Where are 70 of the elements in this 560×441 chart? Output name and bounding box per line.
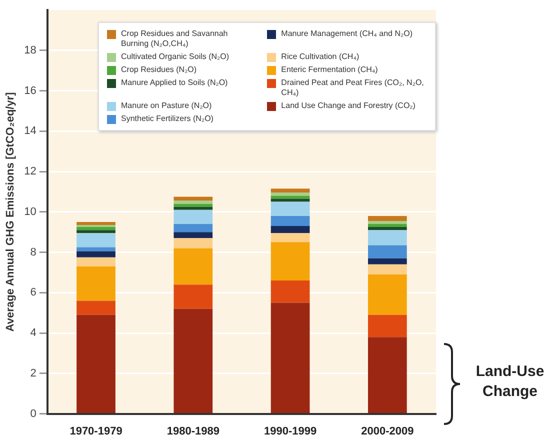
- bar: [270, 192, 310, 196]
- bar: [76, 230, 116, 234]
- bar: [76, 247, 116, 252]
- bar: [368, 216, 407, 221]
- bar: [270, 202, 310, 216]
- y-axis-title: Average Annual GHG Emissions [GtCO₂eq/yr]: [4, 92, 17, 332]
- x-tick-label: 1990-1999: [264, 425, 317, 438]
- legend-label: Land Use Change and Forestry (CO₂): [281, 101, 416, 111]
- bar: [270, 280, 310, 303]
- x-tick-label: 1970-1979: [70, 425, 122, 438]
- bar: [76, 227, 116, 230]
- bar: [270, 188, 310, 193]
- x-tick-label: 2000-2009: [361, 425, 414, 438]
- bar: [174, 210, 213, 224]
- y-tick-label: 6: [30, 286, 36, 299]
- bar: [368, 264, 407, 274]
- bar: [368, 245, 407, 258]
- legend-label: Crop Residues (N₂O): [121, 65, 197, 75]
- bar: [174, 238, 213, 248]
- bar: [174, 232, 213, 238]
- bar: [368, 314, 407, 338]
- legend-label: Rice Cultivation (CH₄): [281, 52, 360, 62]
- legend-label: Manure on Pasture (N₂O): [121, 101, 212, 111]
- bar: [368, 224, 407, 228]
- x-tick-label: 1980-1989: [166, 425, 220, 438]
- bar: [76, 266, 116, 301]
- bar: [270, 196, 310, 199]
- bar: [174, 200, 213, 204]
- bar: [270, 226, 310, 234]
- y-tick-label: 12: [24, 166, 36, 178]
- bar: [368, 337, 407, 414]
- bar: [368, 274, 407, 315]
- bar: [76, 300, 116, 315]
- legend-label: Drained Peat and Peat Fires (CO₂, N₂O, CH₄): [281, 78, 425, 98]
- y-tick-label: 2: [30, 367, 36, 380]
- bar: [368, 230, 407, 246]
- legend-label: Crop Residues and Savannah Burning (N₂O,CH₄): [121, 29, 229, 49]
- bar: [174, 206, 213, 210]
- y-tick-label: 18: [24, 44, 36, 56]
- y-tick-label: 8: [30, 246, 36, 258]
- y-tick-label: 14: [24, 125, 36, 138]
- bar: [174, 308, 213, 414]
- bar: [270, 242, 310, 281]
- bar: [270, 198, 310, 202]
- bar: [174, 204, 213, 207]
- legend-label: Enteric Fermentation (CH₄): [281, 65, 378, 75]
- text: Land-Use Change: [474, 362, 546, 402]
- bar: [270, 216, 310, 226]
- y-tick-label: 0: [30, 408, 36, 420]
- bar: [76, 222, 116, 226]
- y-tick-label: 16: [24, 84, 36, 97]
- bar: [270, 302, 310, 414]
- legend-label: Manure Management (CH₄ and N₂O): [281, 29, 412, 39]
- legend-label: Cultivated Organic Soils (N₂O): [121, 52, 230, 62]
- bar: [174, 224, 213, 232]
- bar: [368, 220, 407, 224]
- bar: [174, 248, 213, 285]
- y-tick-label: 10: [24, 206, 36, 218]
- bar: [270, 233, 310, 242]
- legend-label: Manure Applied to Soils (N₂O): [121, 78, 228, 88]
- y-tick-label: 4: [30, 327, 36, 340]
- bar: [76, 257, 116, 266]
- bar: [76, 251, 116, 258]
- bar: [368, 227, 407, 230]
- bar: [76, 314, 116, 414]
- bar: [368, 258, 407, 264]
- bar: [76, 233, 116, 248]
- bar: [174, 284, 213, 309]
- bar: [174, 196, 213, 201]
- legend-label: Synthetic Fertilizers (N₂O): [121, 114, 214, 124]
